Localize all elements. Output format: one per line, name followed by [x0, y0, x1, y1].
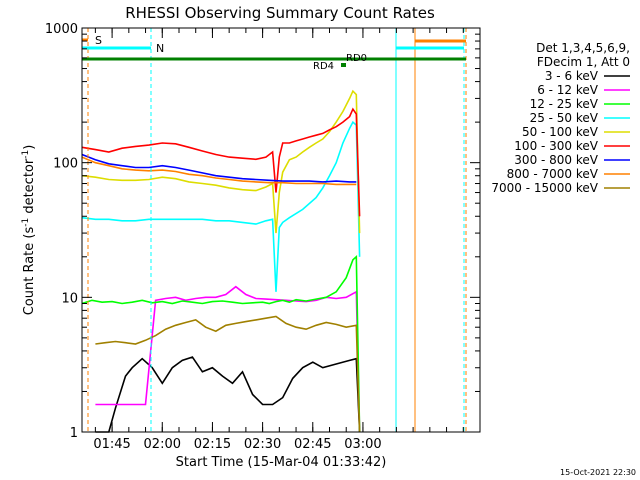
chart-title: RHESSI Observing Summary Count Rates — [125, 4, 435, 22]
x-tick-label: 02:00 — [144, 437, 181, 452]
legend-label-7000-15000-kev: 7000 - 15000 keV — [491, 181, 598, 195]
y-tick-label: 1000 — [45, 22, 78, 37]
plot-frame — [81, 27, 481, 433]
series-7000-15000-kev-line — [95, 315, 361, 433]
series-800-7000-kev-line — [81, 156, 357, 186]
x-tick-label: 02:45 — [294, 437, 331, 452]
y-tick-label: 100 — [53, 157, 78, 172]
legend-label-50-100-kev: 50 - 100 keV — [522, 125, 599, 139]
y-axis-label-part1: Count Rate (s — [22, 227, 37, 316]
x-axis-label: Start Time (15-Mar-04 01:33:42) — [176, 455, 387, 470]
legend-label-3-6-kev: 3 - 6 keV — [545, 69, 599, 83]
annotation-rd0: RD0 — [346, 53, 367, 64]
y-axis-label: Count Rate (s-1 detector-1) — [21, 145, 37, 316]
annotation-s: S — [95, 34, 102, 47]
legend-label-25-50-kev: 25 - 50 keV — [530, 111, 599, 125]
legend-label-6-12-kev: 6 - 12 keV — [537, 83, 599, 97]
plot-data-group — [81, 89, 361, 433]
series-300-800-kev-line — [81, 153, 357, 183]
legend-header-line1: Det 1,3,4,5,6,9, — [536, 41, 630, 55]
x-tick-label: 01:45 — [93, 437, 130, 452]
x-tick-label: 02:15 — [194, 437, 231, 452]
y-tick-label: 1 — [70, 426, 78, 441]
series-50-100-kev-line — [81, 89, 361, 234]
green-rd4-mark — [341, 63, 346, 67]
legend-label-100-300-kev: 100 - 300 keV — [514, 139, 598, 153]
legend-header-line2: FDecim 1, Att 0 — [537, 55, 630, 69]
legend-label-800-7000-kev: 800 - 7000 keV — [507, 167, 599, 181]
series-12-25-kev-line — [81, 255, 361, 433]
legend-label-300-800-kev: 300 - 800 keV — [514, 153, 598, 167]
y-axis-label-sup1: -1 — [21, 218, 31, 227]
series-25-50-kev-line — [81, 120, 361, 292]
y-axis-label-sup2: -1 — [21, 150, 31, 159]
legend-label-12-25-kev: 12 - 25 keV — [530, 97, 599, 111]
y-axis-label-part2: detector — [22, 158, 37, 218]
annotation-rd4: RD4 — [313, 61, 334, 72]
axis-layer: 1 10 100 1000 01:45 02:00 02:15 02:30 02:45 03:00 — [45, 22, 481, 452]
x-tick-label: 03:00 — [344, 437, 381, 452]
legend: Det 1,3,4,5,6,9, FDecim 1, Att 0 3 - 6 k… — [491, 41, 630, 195]
footer-timestamp: 15-Oct-2021 22:30 — [560, 468, 636, 477]
series-100-300-kev-line — [81, 107, 361, 217]
series-3-6-kev-line — [95, 356, 361, 433]
annotation-n: N — [156, 42, 164, 55]
x-tick-label: 02:30 — [244, 437, 281, 452]
y-axis-label-part3: ) — [22, 145, 37, 150]
y-tick-label: 10 — [61, 291, 78, 306]
